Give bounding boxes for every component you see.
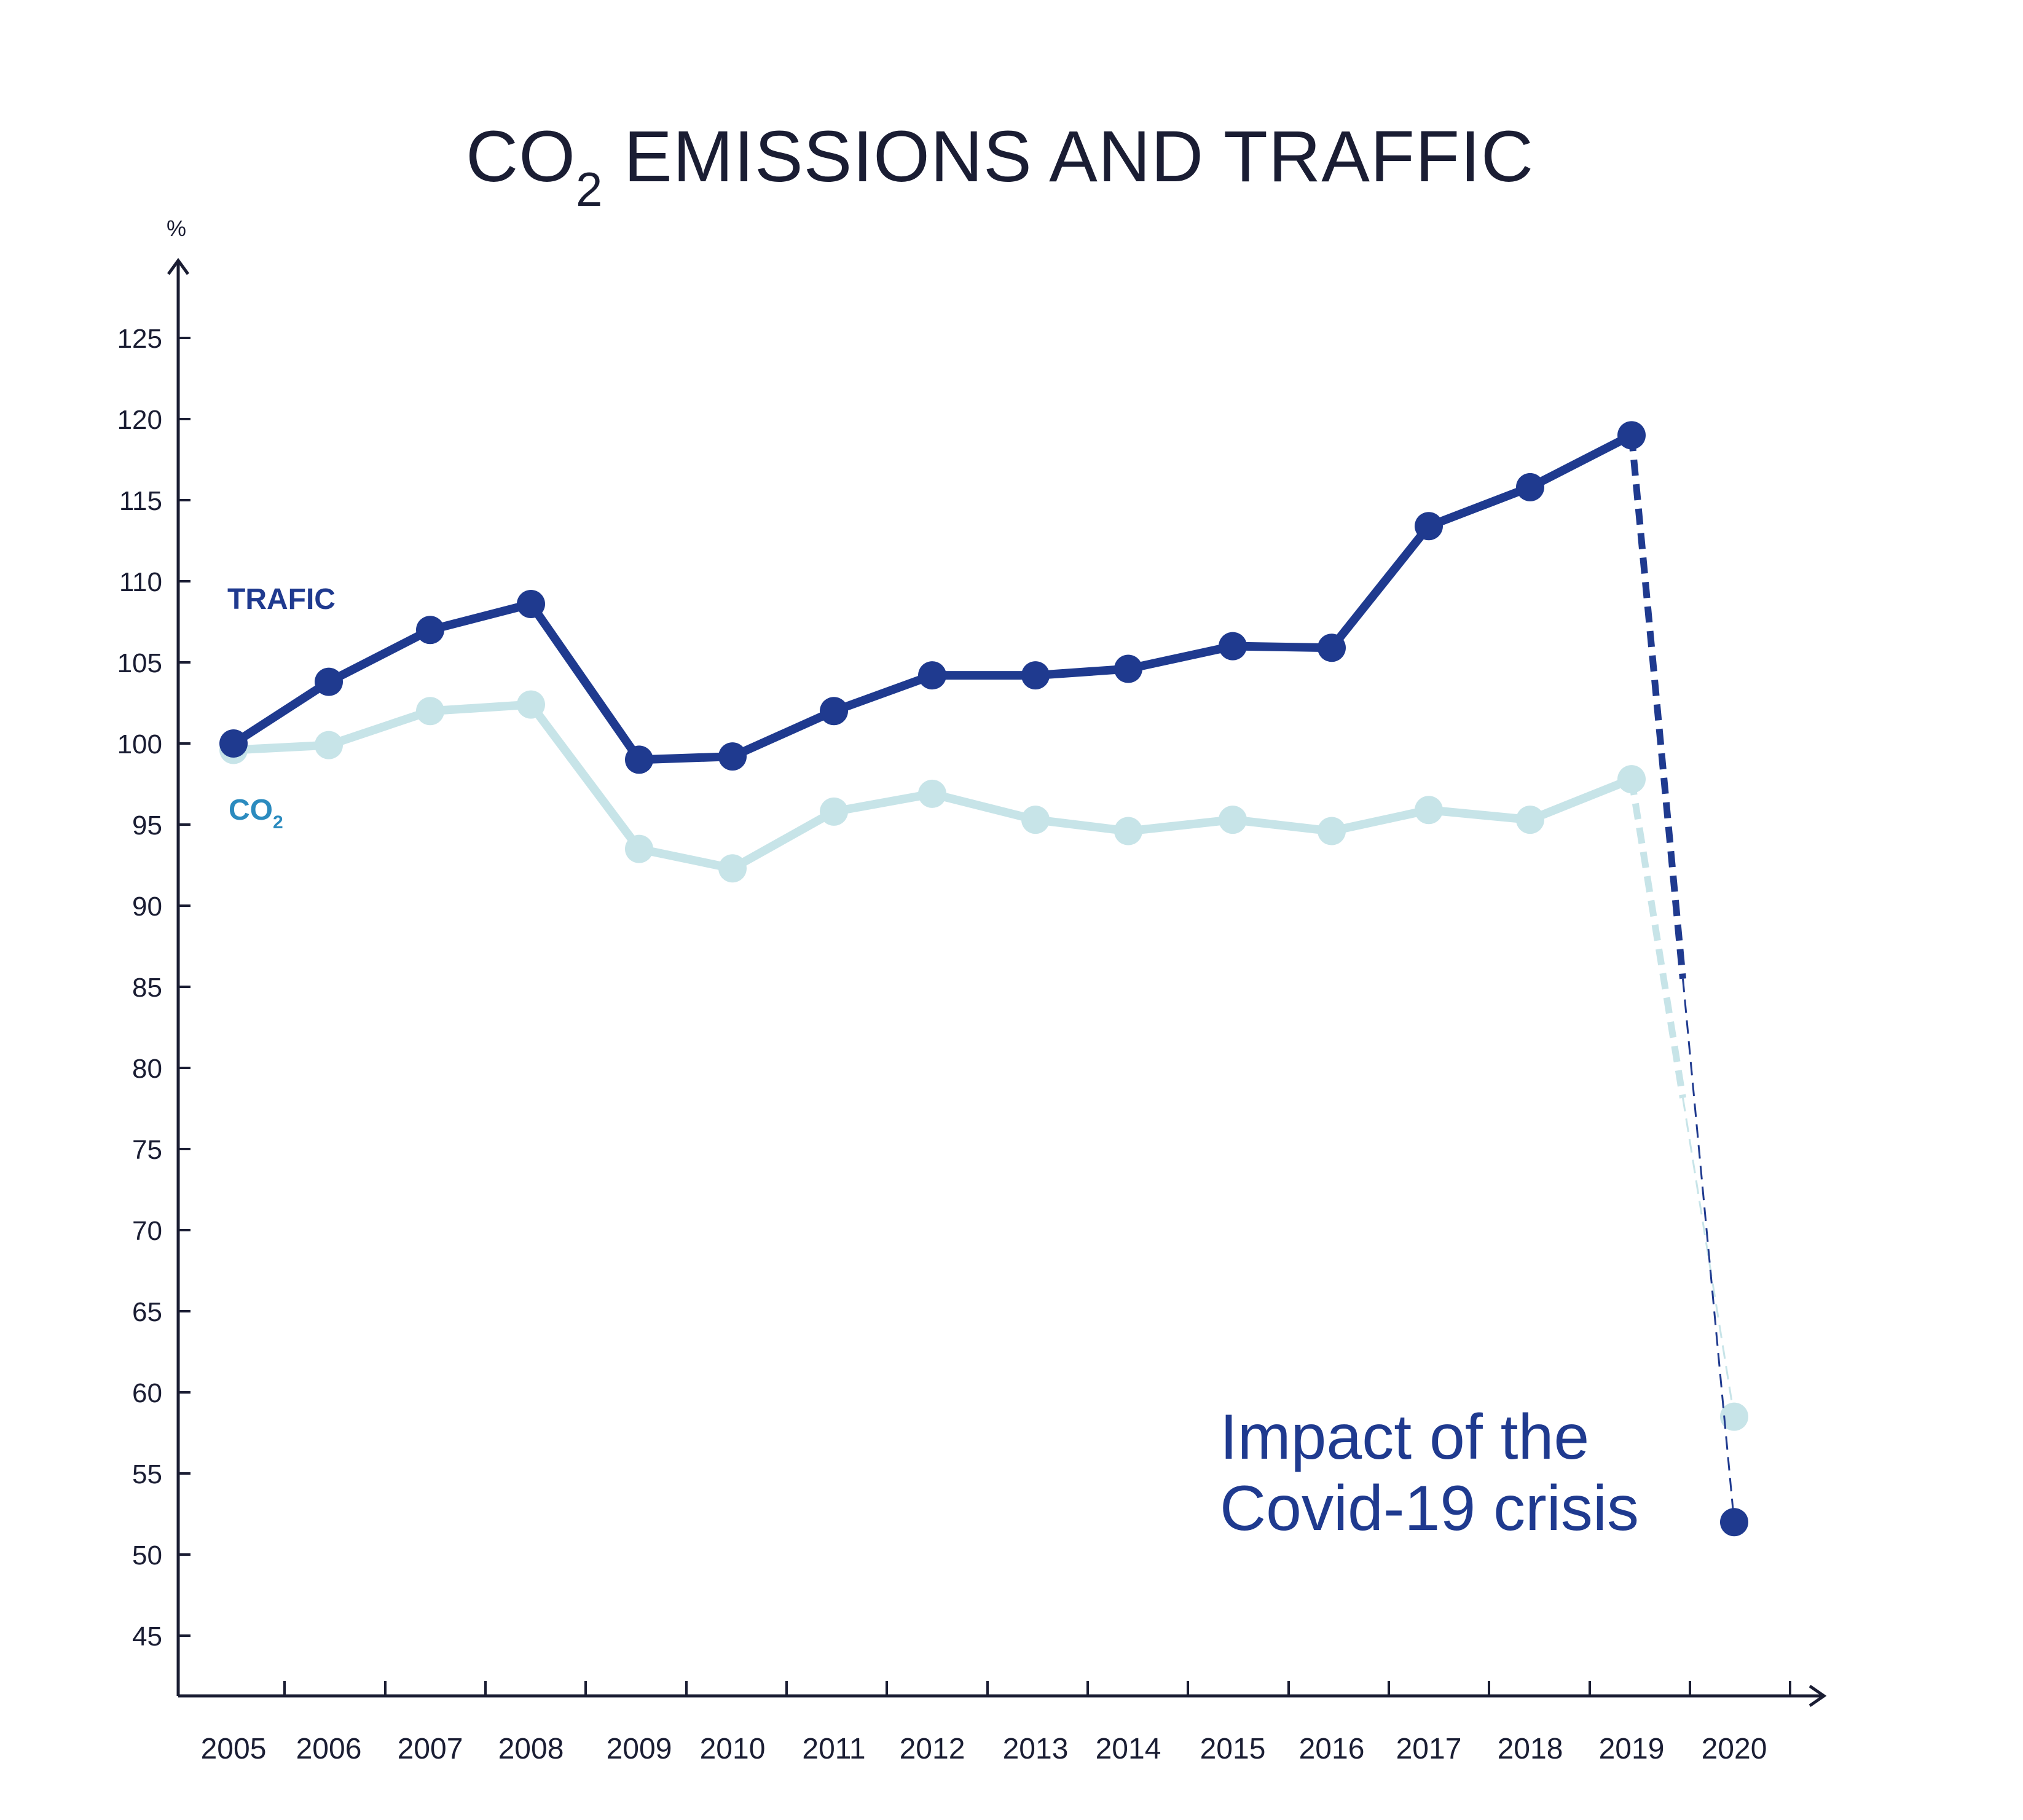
svg-text:CO2 EMISSIONS AND TRAFFIC: CO2 EMISSIONS AND TRAFFIC: [466, 116, 1534, 216]
data-point: [1219, 632, 1247, 661]
covid-annotation: Impact of the Covid-19 crisis: [1220, 1402, 1639, 1544]
data-point: [1617, 421, 1646, 450]
series-projection-line-thin: [1682, 978, 1735, 1523]
series-co2: [219, 690, 1748, 1431]
data-point: [820, 797, 848, 826]
y-tick-label: 125: [117, 324, 162, 354]
data-point: [820, 697, 848, 726]
series-label-co2-prefix: CO: [229, 794, 273, 826]
y-tick-label: 85: [132, 973, 162, 1003]
data-point: [1415, 512, 1443, 541]
series-label-co2-subscript: 2: [273, 812, 283, 833]
series-projection-line: [1628, 779, 1686, 1099]
data-point: [1617, 765, 1646, 794]
series-projection-line-thin: [1682, 1097, 1735, 1417]
x-ticks: 2005 2006 2007 2008 2009 2010 2011 2012 2013 2014…: [201, 1681, 1791, 1765]
x-tick-label: 2005: [201, 1733, 267, 1765]
data-point: [517, 589, 545, 618]
y-tick-label: 75: [132, 1135, 162, 1165]
y-tick-label: 100: [117, 729, 162, 759]
x-tick-label: 2011: [802, 1733, 865, 1765]
x-tick-label: 2010: [700, 1733, 766, 1765]
data-point: [1318, 633, 1346, 662]
x-tick-label: 2009: [607, 1733, 672, 1765]
y-tick-label: 70: [132, 1216, 162, 1246]
data-point: [1318, 817, 1346, 845]
data-point: [219, 729, 248, 758]
y-axis-arrow: [167, 257, 190, 275]
series-label-traffic: TRAFIC: [227, 583, 336, 616]
x-tick-label: 2012: [900, 1733, 965, 1765]
x-tick-label: 2008: [498, 1733, 564, 1765]
y-tick-label: 60: [132, 1378, 162, 1408]
data-point: [1415, 796, 1443, 825]
data-point: [416, 616, 444, 645]
x-tick-label: 2018: [1498, 1733, 1563, 1765]
series-label-co2: CO2: [229, 794, 283, 833]
y-tick-label: 65: [132, 1297, 162, 1327]
y-tick-label: 120: [117, 405, 162, 435]
x-tick-label: 2017: [1396, 1733, 1462, 1765]
axes: [167, 257, 1827, 1708]
title-prefix: CO: [466, 116, 576, 197]
x-tick-label: 2006: [296, 1733, 362, 1765]
series-traffic: [219, 421, 1748, 1537]
data-point: [315, 731, 343, 759]
y-tick-label: 115: [119, 486, 162, 516]
data-point: [918, 661, 946, 690]
data-point: [1720, 1402, 1748, 1431]
x-tick-label: 2013: [1003, 1733, 1069, 1765]
y-tick-label: 95: [132, 810, 162, 841]
y-tick-label: 45: [132, 1622, 162, 1652]
data-point: [517, 690, 545, 719]
data-point: [918, 779, 946, 808]
annotation-line-1: Impact of the: [1220, 1402, 1589, 1473]
data-point: [1516, 473, 1544, 501]
data-point: [416, 697, 444, 726]
x-tick-label: 2014: [1096, 1733, 1161, 1765]
data-point: [1021, 661, 1050, 690]
x-axis-arrow: [1809, 1684, 1827, 1708]
title-suffix: EMISSIONS AND TRAFFIC: [603, 116, 1534, 197]
data-point: [1114, 654, 1142, 683]
x-tick-label: 2015: [1200, 1733, 1266, 1765]
y-axis-unit: %: [167, 216, 186, 241]
x-tick-label: 2007: [398, 1733, 463, 1765]
data-point: [718, 742, 747, 771]
data-point: [315, 667, 343, 696]
data-point: [1021, 806, 1050, 834]
y-tick-label: 105: [117, 648, 162, 678]
data-point: [1219, 806, 1247, 834]
y-tick-label: 55: [132, 1459, 162, 1489]
data-point: [1720, 1508, 1748, 1537]
data-point: [625, 745, 653, 774]
data-point: [625, 834, 653, 863]
y-tick-label: 80: [132, 1054, 162, 1084]
chart-title: CO2 EMISSIONS AND TRAFFIC: [466, 116, 1534, 216]
y-tick-label: 110: [119, 567, 162, 597]
x-tick-label: 2020: [1702, 1733, 1767, 1765]
y-tick-label: 50: [132, 1540, 162, 1571]
y-tick-label: 90: [132, 892, 162, 922]
x-tick-label: 2016: [1299, 1733, 1365, 1765]
y-ticks: 45 50 55 60 65 70 75 80 85 90 95 100 105 110 115 120 125: [117, 324, 191, 1652]
data-point: [718, 854, 747, 883]
title-subscript: 2: [576, 162, 603, 216]
annotation-line-2: Covid-19 crisis: [1220, 1473, 1639, 1544]
data-point: [1516, 806, 1544, 834]
series-projection-line: [1628, 434, 1686, 979]
x-tick-label: 2019: [1599, 1733, 1665, 1765]
data-point: [1114, 817, 1142, 845]
